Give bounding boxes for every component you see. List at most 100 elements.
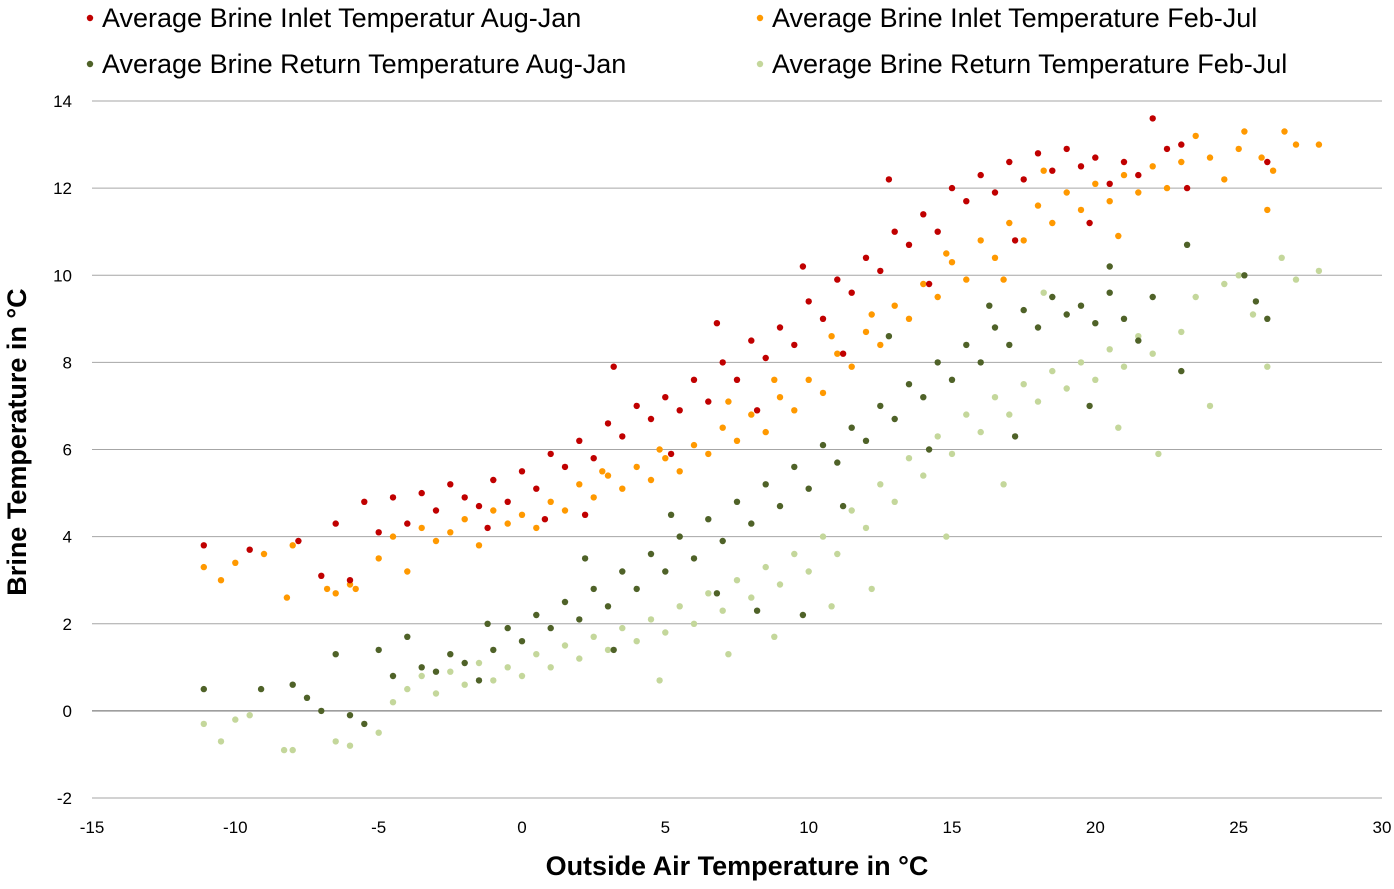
data-point bbox=[375, 555, 382, 562]
data-point bbox=[991, 254, 999, 261]
y-tick-label: -2 bbox=[57, 789, 72, 808]
data-point bbox=[676, 533, 683, 540]
data-point bbox=[1011, 433, 1019, 440]
data-point bbox=[934, 228, 941, 235]
data-point bbox=[1135, 171, 1142, 179]
data-point bbox=[590, 633, 597, 640]
data-point bbox=[705, 398, 712, 405]
data-point bbox=[1034, 150, 1042, 157]
data-point bbox=[877, 341, 884, 349]
data-point bbox=[581, 511, 589, 518]
data-point bbox=[432, 507, 440, 514]
data-point bbox=[891, 302, 898, 309]
data-point bbox=[885, 176, 893, 183]
data-point bbox=[200, 685, 207, 693]
data-point bbox=[891, 498, 898, 505]
x-tick-label: -5 bbox=[371, 818, 386, 837]
data-point bbox=[662, 394, 669, 401]
data-point bbox=[1006, 158, 1013, 166]
data-point bbox=[1252, 298, 1260, 305]
data-point bbox=[1020, 306, 1027, 314]
data-point bbox=[733, 437, 741, 444]
data-point bbox=[848, 289, 855, 296]
data-point bbox=[839, 350, 847, 357]
data-point bbox=[590, 494, 597, 501]
legend-marker bbox=[86, 14, 94, 22]
data-point bbox=[604, 420, 612, 427]
data-point bbox=[576, 437, 583, 444]
data-point bbox=[753, 407, 761, 414]
data-point bbox=[690, 441, 698, 449]
legend-label: Average Brine Return Temperature Aug-Jan bbox=[102, 49, 626, 79]
data-point bbox=[920, 394, 927, 401]
data-point bbox=[1264, 315, 1271, 322]
data-point bbox=[647, 415, 655, 423]
data-point bbox=[733, 498, 741, 505]
data-point bbox=[920, 211, 927, 218]
data-point bbox=[885, 333, 893, 340]
data-point bbox=[776, 502, 784, 510]
data-point bbox=[332, 651, 339, 658]
data-point bbox=[1006, 411, 1013, 418]
data-point bbox=[561, 463, 569, 471]
data-point bbox=[504, 624, 511, 632]
data-point bbox=[418, 664, 425, 671]
data-point bbox=[925, 446, 933, 453]
data-point bbox=[805, 485, 812, 492]
data-point bbox=[1241, 272, 1248, 279]
data-point bbox=[518, 672, 526, 680]
data-point bbox=[1115, 232, 1122, 240]
data-point bbox=[590, 585, 597, 593]
data-point bbox=[475, 502, 483, 510]
data-point bbox=[561, 598, 569, 606]
data-point bbox=[518, 468, 526, 475]
data-point bbox=[977, 237, 984, 244]
data-point bbox=[283, 594, 291, 601]
data-point bbox=[1049, 167, 1056, 174]
data-point bbox=[576, 481, 583, 488]
data-point bbox=[1149, 293, 1156, 301]
data-point bbox=[791, 341, 798, 349]
data-point bbox=[667, 511, 675, 518]
data-point bbox=[418, 524, 425, 532]
data-point bbox=[447, 481, 454, 488]
data-point bbox=[1281, 128, 1288, 135]
legend-label: Average Brine Inlet Temperatur Aug-Jan bbox=[102, 3, 581, 33]
data-point bbox=[346, 742, 354, 749]
data-point bbox=[805, 568, 812, 575]
data-point bbox=[318, 572, 325, 579]
data-point bbox=[799, 611, 807, 619]
legend-label: Average Brine Return Temperature Feb-Jul bbox=[772, 49, 1287, 79]
data-point bbox=[1206, 154, 1214, 161]
data-point bbox=[656, 677, 663, 684]
data-point bbox=[948, 450, 956, 458]
data-point bbox=[791, 463, 798, 471]
data-point bbox=[1006, 219, 1013, 227]
data-point bbox=[404, 685, 411, 693]
data-point bbox=[1149, 163, 1156, 170]
data-point bbox=[346, 577, 354, 584]
data-point bbox=[1178, 328, 1185, 336]
data-point bbox=[1106, 198, 1113, 205]
data-point bbox=[656, 446, 663, 453]
x-tick-label: 15 bbox=[943, 818, 962, 837]
data-point bbox=[848, 507, 855, 514]
x-axis-title: Outside Air Temperature in °C bbox=[546, 851, 929, 881]
data-point bbox=[361, 720, 368, 728]
data-point bbox=[257, 685, 265, 693]
data-point bbox=[920, 472, 927, 479]
data-point bbox=[1077, 163, 1085, 170]
data-point bbox=[963, 198, 970, 205]
data-point bbox=[332, 738, 339, 745]
data-point bbox=[834, 276, 841, 283]
data-point bbox=[799, 263, 807, 270]
data-point bbox=[1269, 167, 1277, 174]
data-point bbox=[352, 585, 359, 593]
data-point bbox=[610, 646, 617, 654]
data-point bbox=[925, 280, 933, 288]
data-point bbox=[633, 638, 640, 645]
y-tick-label: 8 bbox=[63, 353, 72, 372]
data-point bbox=[963, 341, 970, 349]
data-point bbox=[541, 516, 549, 523]
data-point bbox=[862, 328, 870, 336]
